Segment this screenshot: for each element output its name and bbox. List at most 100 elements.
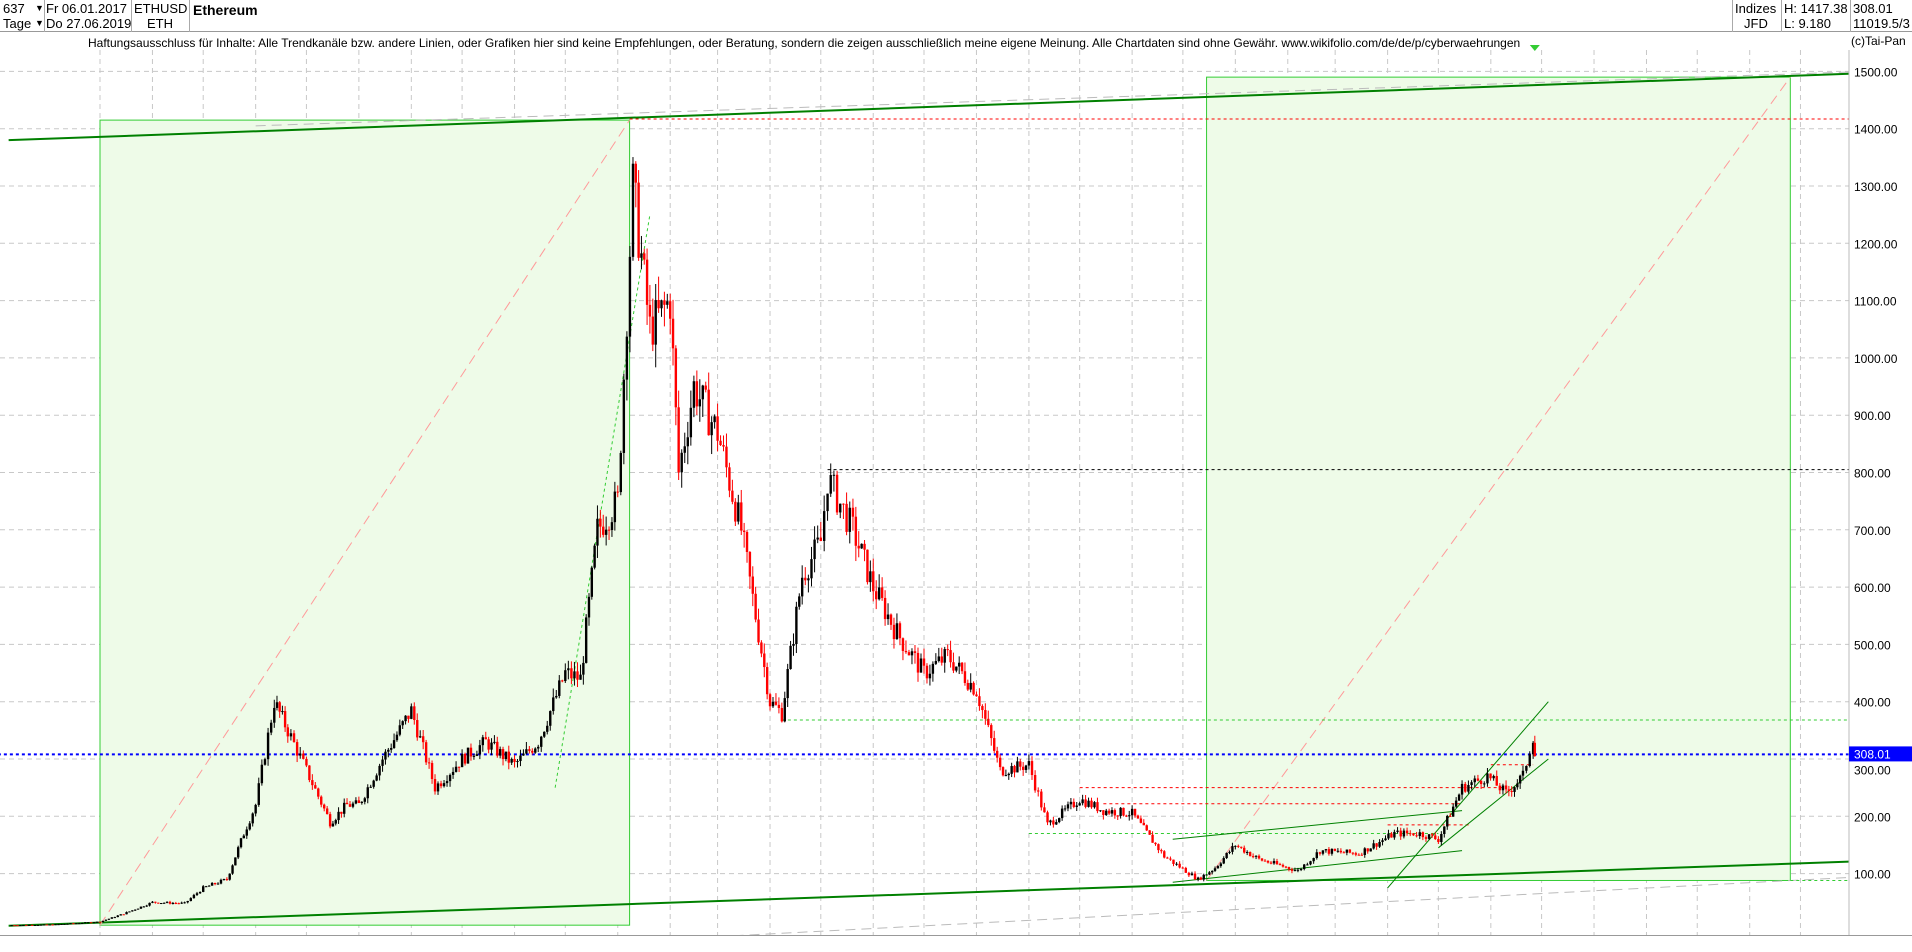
- candle: [1175, 863, 1178, 865]
- period-select[interactable]: Tage: [3, 16, 32, 31]
- candle: [757, 619, 760, 643]
- candle: [78, 923, 81, 925]
- candle: [1013, 766, 1016, 773]
- candle: [596, 518, 599, 546]
- end-date[interactable]: Do 27.06.2019: [46, 16, 132, 31]
- chevron-down-icon[interactable]: ▼: [35, 3, 44, 13]
- candle: [760, 642, 763, 654]
- candle: [398, 725, 402, 735]
- candle: [851, 507, 855, 517]
- candle: [1296, 869, 1300, 871]
- candle: [1437, 839, 1440, 842]
- start-date[interactable]: Fr 06.01.2017: [46, 1, 127, 16]
- candle: [998, 757, 1002, 768]
- candle: [281, 711, 284, 713]
- candle: [966, 682, 970, 690]
- candle: [622, 379, 626, 453]
- candle: [1205, 874, 1208, 876]
- candle: [768, 694, 772, 707]
- candle: [1306, 864, 1309, 866]
- candle: [424, 742, 428, 763]
- candle: [45, 924, 48, 926]
- candle: [1384, 838, 1387, 841]
- candle: [72, 923, 75, 925]
- candle: [496, 741, 499, 756]
- candle: [493, 741, 496, 743]
- candle: [404, 715, 407, 722]
- candle: [892, 624, 896, 640]
- trend-line: [1206, 76, 1791, 881]
- candle: [13, 925, 16, 927]
- candle: [1166, 857, 1169, 859]
- last-price-label: 308.01: [1854, 747, 1891, 761]
- candle: [1412, 833, 1415, 836]
- candle: [922, 658, 926, 666]
- candle: [916, 652, 920, 673]
- candle: [800, 577, 804, 597]
- candle: [472, 755, 476, 757]
- candle: [1219, 863, 1223, 867]
- candle: [1136, 815, 1140, 819]
- candle: [19, 925, 22, 927]
- candle: [1518, 775, 1522, 784]
- candle: [1231, 846, 1234, 852]
- candle: [269, 722, 273, 733]
- candle: [419, 736, 422, 738]
- candle: [1366, 848, 1369, 852]
- candle: [331, 823, 335, 827]
- candle: [1142, 822, 1146, 826]
- candle: [683, 446, 686, 453]
- candle: [719, 440, 722, 446]
- chevron-down-icon[interactable]: ▼: [35, 18, 44, 28]
- candle: [564, 670, 567, 682]
- candle: [713, 416, 716, 423]
- candle: [401, 721, 404, 726]
- candle: [54, 924, 57, 926]
- candle: [883, 597, 887, 620]
- category: Indizes: [1735, 1, 1777, 16]
- candle: [1263, 860, 1267, 862]
- candle: [340, 811, 343, 814]
- candle: [180, 902, 183, 904]
- candle: [728, 467, 731, 491]
- candle: [904, 650, 908, 653]
- candle: [136, 908, 140, 910]
- candle: [1199, 877, 1203, 880]
- trend-line: [99, 119, 631, 926]
- candle: [1427, 834, 1431, 839]
- candle: [395, 734, 399, 741]
- candle: [963, 671, 967, 683]
- bars-count-select[interactable]: 637: [3, 1, 25, 16]
- candle: [1078, 803, 1081, 806]
- y-tick-label: 800.00: [1854, 467, 1891, 481]
- candle: [1387, 833, 1390, 839]
- candle: [1260, 858, 1264, 861]
- candle: [1486, 773, 1489, 784]
- candle: [937, 656, 941, 662]
- candle: [543, 731, 546, 737]
- candle: [1037, 790, 1040, 792]
- candle: [1483, 783, 1486, 785]
- candle: [695, 381, 699, 407]
- candle: [81, 922, 84, 924]
- candle: [1245, 851, 1249, 853]
- candle: [1415, 835, 1418, 837]
- y-tick-label: 400.00: [1854, 696, 1891, 710]
- candle: [1216, 866, 1220, 869]
- candle: [1096, 802, 1099, 812]
- candle: [133, 909, 137, 911]
- candle: [1001, 767, 1005, 776]
- trend-line: [1172, 810, 1463, 840]
- high-value: H: 1417.38: [1784, 1, 1848, 16]
- candle: [786, 669, 789, 699]
- candle: [1251, 856, 1255, 858]
- candle: [725, 446, 728, 468]
- trend-line: [8, 860, 1849, 927]
- candle: [1187, 872, 1191, 876]
- candle: [234, 857, 237, 866]
- candle: [83, 922, 87, 924]
- candle: [895, 623, 899, 640]
- candle: [628, 256, 632, 337]
- candle: [637, 182, 640, 258]
